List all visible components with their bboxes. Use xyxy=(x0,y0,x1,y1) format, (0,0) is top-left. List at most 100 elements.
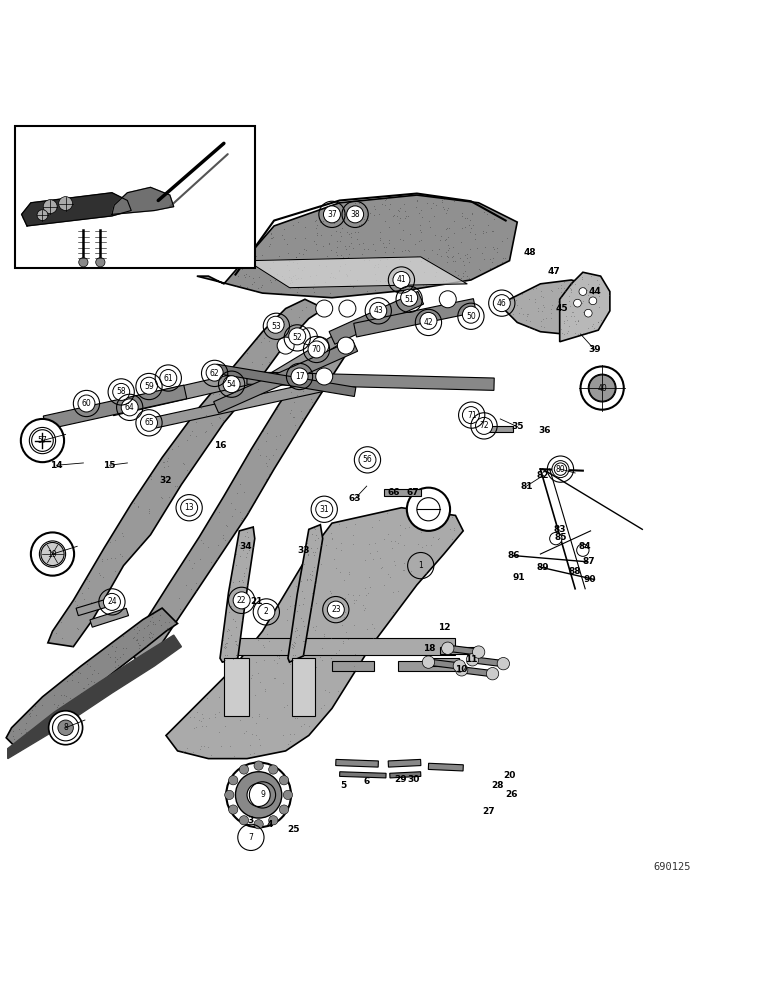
Point xyxy=(367,551,379,567)
Point xyxy=(275,642,287,658)
Point xyxy=(376,196,388,212)
Point xyxy=(288,597,300,613)
Text: 40: 40 xyxy=(598,384,607,393)
Point xyxy=(510,297,523,313)
Circle shape xyxy=(58,720,73,735)
Point xyxy=(89,678,101,694)
Point xyxy=(137,632,150,648)
Point xyxy=(435,228,447,244)
Circle shape xyxy=(113,383,130,400)
Point xyxy=(56,630,68,646)
Point xyxy=(572,313,584,329)
Point xyxy=(336,201,348,217)
Point xyxy=(344,262,357,278)
Text: 78: 78 xyxy=(52,237,64,246)
Point xyxy=(383,201,395,217)
Circle shape xyxy=(21,419,64,462)
Circle shape xyxy=(141,377,157,394)
Text: 77: 77 xyxy=(48,258,60,267)
Point xyxy=(355,216,367,232)
Point xyxy=(366,519,378,535)
Point xyxy=(300,562,313,578)
Point xyxy=(242,529,254,545)
Point xyxy=(132,498,144,514)
Point xyxy=(109,654,121,670)
Point xyxy=(372,512,384,528)
Point xyxy=(66,667,78,683)
Circle shape xyxy=(226,762,291,827)
Point xyxy=(361,241,374,257)
Point xyxy=(259,349,272,365)
Point xyxy=(301,572,313,588)
Point xyxy=(461,268,473,284)
Point xyxy=(490,207,503,223)
Point xyxy=(364,579,376,595)
Circle shape xyxy=(283,790,293,800)
Point xyxy=(83,573,95,589)
Point xyxy=(214,410,226,426)
Point xyxy=(523,313,536,329)
Point xyxy=(227,574,239,590)
Point xyxy=(440,205,452,221)
Point xyxy=(529,294,541,310)
Point xyxy=(576,295,588,311)
Point xyxy=(290,710,303,726)
Point xyxy=(239,565,251,581)
Point xyxy=(179,577,191,593)
Point xyxy=(299,595,311,611)
Point xyxy=(293,270,305,286)
Point xyxy=(269,272,281,288)
Point xyxy=(341,631,354,647)
Point xyxy=(263,238,276,254)
Circle shape xyxy=(554,463,567,475)
Point xyxy=(50,708,63,724)
Point xyxy=(257,639,269,655)
Point xyxy=(388,276,401,292)
Point xyxy=(202,710,215,726)
Point xyxy=(237,257,249,273)
Bar xyxy=(15,126,255,268)
Point xyxy=(104,534,117,550)
Point xyxy=(244,737,256,753)
Point xyxy=(394,517,406,533)
Point xyxy=(447,520,459,536)
Point xyxy=(352,224,364,240)
Text: 37: 37 xyxy=(327,210,337,219)
Point xyxy=(391,202,404,218)
Point xyxy=(144,630,157,646)
Point xyxy=(295,670,307,686)
Point xyxy=(560,283,572,299)
Point xyxy=(292,420,304,436)
Point xyxy=(471,196,483,212)
Point xyxy=(374,232,386,248)
Point xyxy=(109,649,121,665)
Point xyxy=(290,620,303,636)
Point xyxy=(537,311,550,327)
Point xyxy=(575,269,587,285)
Point xyxy=(348,206,361,222)
Point xyxy=(229,367,241,383)
Circle shape xyxy=(581,366,624,410)
Point xyxy=(235,601,248,617)
Text: 65: 65 xyxy=(144,418,154,427)
Point xyxy=(273,648,286,664)
Point xyxy=(362,212,374,228)
Point xyxy=(131,632,144,648)
Point xyxy=(310,527,322,543)
Point xyxy=(161,622,173,638)
Point xyxy=(570,298,582,314)
Point xyxy=(357,602,370,618)
Text: 16: 16 xyxy=(214,441,226,450)
Circle shape xyxy=(497,657,510,670)
Point xyxy=(188,555,200,571)
Point xyxy=(480,224,493,240)
Point xyxy=(66,672,78,688)
Point xyxy=(242,707,255,723)
Point xyxy=(286,636,299,652)
Point xyxy=(239,528,251,544)
Point xyxy=(567,304,580,320)
Circle shape xyxy=(316,501,333,518)
Point xyxy=(296,627,309,643)
Point xyxy=(297,246,310,262)
Point xyxy=(245,245,258,261)
